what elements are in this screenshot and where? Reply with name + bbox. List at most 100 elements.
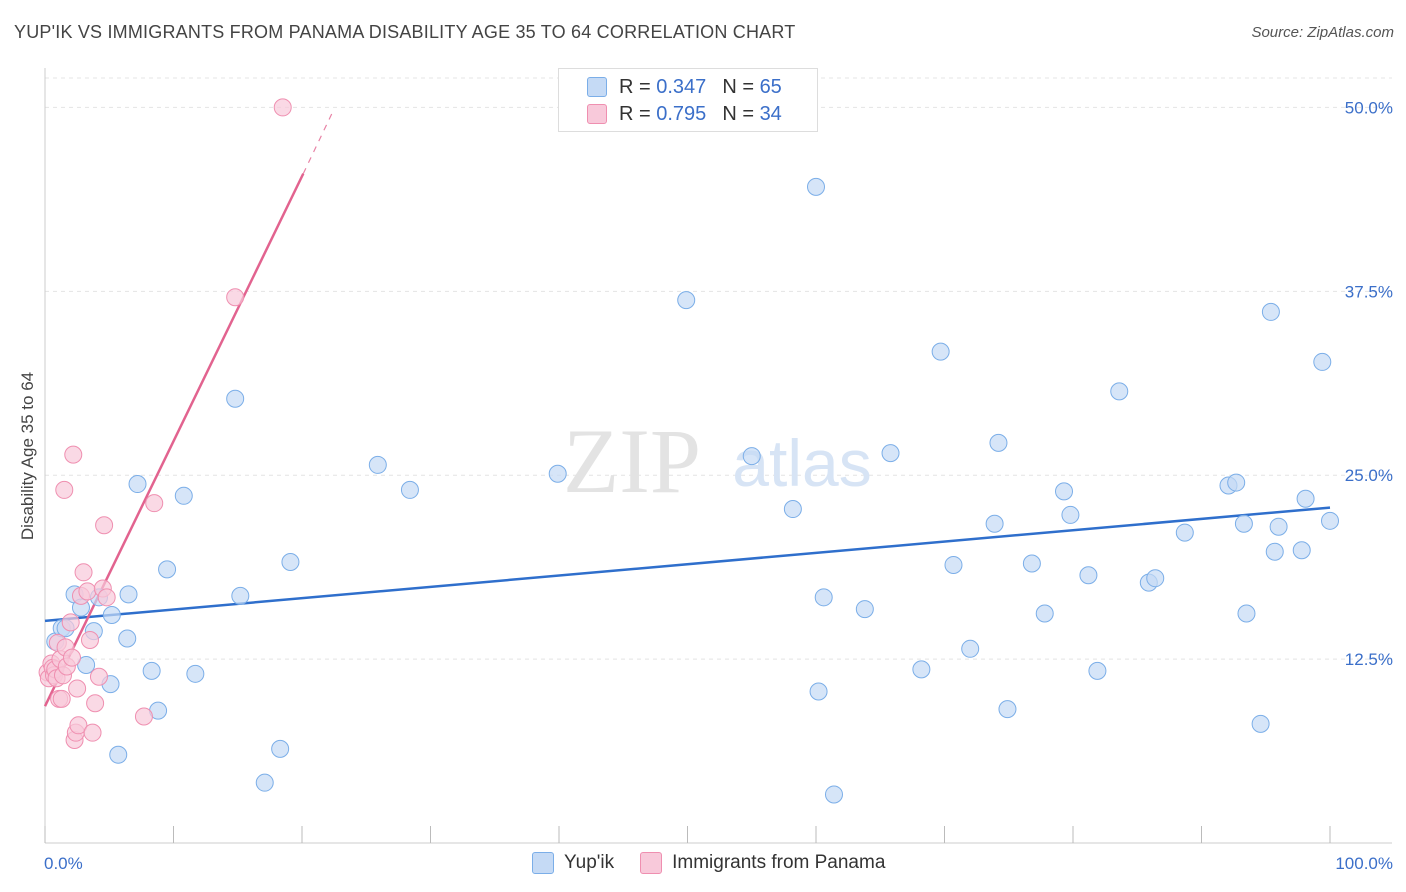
- trend-line-0: [44, 506, 1331, 623]
- point-series-0[interactable]: [118, 629, 137, 648]
- point-series-1[interactable]: [86, 694, 105, 713]
- point-series-0[interactable]: [548, 464, 567, 483]
- point-series-0[interactable]: [807, 177, 825, 196]
- point-series-1[interactable]: [95, 516, 114, 535]
- point-series-0[interactable]: [985, 514, 1004, 533]
- point-series-0[interactable]: [1079, 566, 1098, 585]
- legend-r-value-panama: 0.795: [656, 102, 707, 125]
- point-series-0[interactable]: [368, 455, 387, 474]
- series-legend: Yup'ik Immigrants from Panama: [532, 852, 911, 874]
- point-series-0[interactable]: [912, 660, 931, 679]
- point-series-0[interactable]: [1227, 473, 1246, 492]
- point-series-0[interactable]: [119, 585, 138, 604]
- point-series-1[interactable]: [52, 689, 71, 708]
- point-series-0[interactable]: [1146, 569, 1165, 588]
- point-series-0[interactable]: [989, 433, 1008, 452]
- point-series-0[interactable]: [128, 475, 147, 494]
- point-series-1[interactable]: [68, 679, 87, 698]
- point-series-0[interactable]: [1296, 489, 1315, 508]
- point-series-1[interactable]: [145, 494, 164, 513]
- point-series-0[interactable]: [1022, 554, 1041, 573]
- point-series-1[interactable]: [69, 716, 88, 735]
- series-legend-panama[interactable]: Immigrants from Panama: [640, 852, 885, 874]
- x-tick-label-max: 100.0%: [1335, 854, 1393, 873]
- x-tick-label-min: 0.0%: [44, 854, 83, 873]
- point-series-0[interactable]: [998, 700, 1017, 719]
- data-points: [38, 98, 1339, 804]
- point-series-0[interactable]: [255, 773, 274, 792]
- point-series-1[interactable]: [55, 480, 74, 499]
- point-series-1[interactable]: [83, 723, 102, 742]
- point-series-1[interactable]: [62, 648, 81, 667]
- point-series-0[interactable]: [1234, 514, 1253, 533]
- point-series-0[interactable]: [158, 560, 177, 579]
- series-legend-yupik[interactable]: Yup'ik: [532, 852, 614, 874]
- legend-swatch-yupik: [587, 77, 607, 97]
- point-series-0[interactable]: [102, 605, 121, 624]
- point-series-0[interactable]: [271, 739, 290, 758]
- point-series-1[interactable]: [61, 613, 80, 632]
- point-series-0[interactable]: [1237, 604, 1256, 623]
- point-series-0[interactable]: [824, 785, 843, 804]
- legend-r-label: R =: [619, 75, 651, 98]
- y-tick-label: 25.0%: [1345, 466, 1393, 485]
- point-series-0[interactable]: [1035, 604, 1054, 623]
- point-series-1[interactable]: [74, 563, 93, 582]
- point-series-0[interactable]: [77, 655, 96, 674]
- source-label[interactable]: Source: ZipAtlas.com: [1251, 24, 1394, 41]
- point-series-0[interactable]: [1261, 302, 1280, 321]
- point-series-0[interactable]: [1269, 517, 1288, 536]
- point-series-0[interactable]: [881, 444, 900, 463]
- point-series-0[interactable]: [809, 682, 828, 701]
- point-series-0[interactable]: [142, 661, 161, 680]
- point-series-0[interactable]: [1265, 542, 1284, 561]
- point-series-0[interactable]: [742, 447, 761, 466]
- point-series-0[interactable]: [961, 639, 980, 658]
- point-series-0[interactable]: [1292, 541, 1311, 560]
- point-series-0[interactable]: [226, 389, 245, 408]
- point-series-0[interactable]: [186, 664, 205, 683]
- point-series-0[interactable]: [855, 600, 874, 619]
- point-series-1[interactable]: [226, 288, 245, 307]
- point-series-0[interactable]: [109, 745, 128, 764]
- point-series-0[interactable]: [174, 486, 193, 505]
- point-series-0[interactable]: [814, 588, 833, 607]
- point-series-1[interactable]: [89, 667, 108, 686]
- point-series-0[interactable]: [1061, 505, 1080, 524]
- point-series-1[interactable]: [97, 588, 116, 607]
- legend-r-label: R =: [619, 102, 651, 125]
- axes: [44, 68, 1392, 844]
- point-series-1[interactable]: [80, 630, 99, 649]
- gridlines: [45, 77, 1392, 660]
- point-series-0[interactable]: [677, 291, 696, 310]
- y-tick-label: 50.0%: [1345, 98, 1393, 117]
- point-series-0[interactable]: [931, 342, 950, 361]
- watermark-zip: ZIP: [563, 410, 701, 512]
- point-series-0[interactable]: [944, 555, 963, 574]
- point-series-0[interactable]: [1055, 482, 1074, 501]
- trend-lines: [43, 108, 1331, 707]
- point-series-1[interactable]: [78, 582, 97, 601]
- point-series-0[interactable]: [1175, 523, 1194, 542]
- point-series-1[interactable]: [64, 445, 83, 464]
- point-series-0[interactable]: [1088, 661, 1107, 680]
- point-series-0[interactable]: [281, 553, 300, 572]
- point-series-1[interactable]: [134, 707, 153, 726]
- series-name-yupik: Yup'ik: [564, 852, 615, 873]
- point-series-0[interactable]: [1251, 714, 1270, 733]
- trend-line-1: [43, 173, 305, 707]
- point-series-0[interactable]: [400, 480, 419, 499]
- y-tick-label: 12.5%: [1345, 650, 1393, 669]
- chart-title: YUP'IK VS IMMIGRANTS FROM PANAMA DISABIL…: [14, 22, 796, 42]
- point-series-0[interactable]: [231, 586, 250, 605]
- watermark: ZIP atlas: [563, 410, 872, 512]
- legend-n-label: N =: [722, 75, 754, 98]
- legend-row-yupik: R = 0.347 N = 65: [587, 75, 782, 99]
- point-series-0[interactable]: [1313, 352, 1332, 371]
- point-series-0[interactable]: [1321, 511, 1339, 530]
- legend-n-value-panama: 34: [759, 102, 782, 125]
- point-series-0[interactable]: [783, 500, 802, 519]
- point-series-0[interactable]: [1110, 382, 1129, 401]
- point-series-1[interactable]: [273, 98, 292, 117]
